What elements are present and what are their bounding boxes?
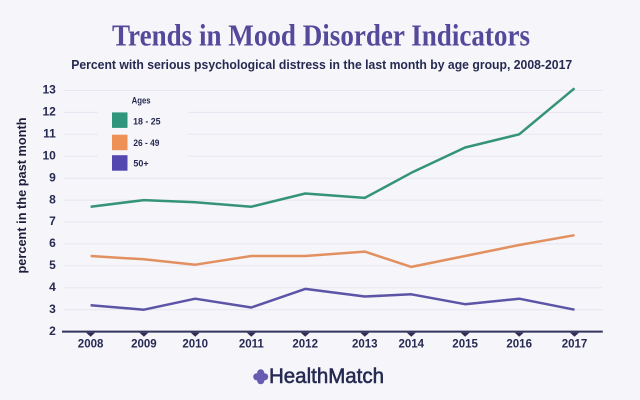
- svg-text:8: 8: [49, 192, 56, 206]
- svg-text:Percent with serious psycholog: Percent with serious psychological distr…: [71, 57, 572, 72]
- svg-text:7: 7: [49, 214, 56, 228]
- svg-text:Trends in Mood Disorder Indica: Trends in Mood Disorder Indicators: [112, 18, 530, 53]
- svg-text:2009: 2009: [131, 338, 157, 350]
- svg-text:10: 10: [42, 148, 56, 162]
- svg-text:2014: 2014: [399, 338, 425, 350]
- svg-text:2013: 2013: [352, 338, 378, 350]
- svg-text:percent in the past month: percent in the past month: [15, 118, 29, 274]
- svg-text:2011: 2011: [239, 338, 265, 350]
- svg-text:13: 13: [42, 83, 56, 97]
- svg-text:18 - 25: 18 - 25: [133, 116, 161, 127]
- svg-text:2008: 2008: [78, 338, 104, 350]
- svg-text:2: 2: [49, 324, 56, 338]
- svg-text:2010: 2010: [182, 338, 208, 350]
- svg-text:3: 3: [49, 302, 56, 316]
- svg-text:4: 4: [49, 280, 56, 294]
- svg-text:26 - 49: 26 - 49: [133, 138, 159, 149]
- svg-text:HealthMatch: HealthMatch: [269, 365, 384, 388]
- svg-text:2016: 2016: [506, 338, 532, 350]
- svg-text:9: 9: [49, 170, 56, 184]
- svg-text:6: 6: [49, 236, 56, 250]
- svg-text:Ages: Ages: [132, 95, 151, 105]
- svg-text:2012: 2012: [292, 338, 318, 350]
- svg-text:2017: 2017: [562, 338, 588, 350]
- svg-text:11: 11: [43, 127, 56, 141]
- svg-text:50+: 50+: [133, 158, 149, 169]
- svg-text:2015: 2015: [452, 338, 478, 350]
- svg-text:5: 5: [49, 258, 56, 272]
- svg-text:12: 12: [42, 105, 56, 119]
